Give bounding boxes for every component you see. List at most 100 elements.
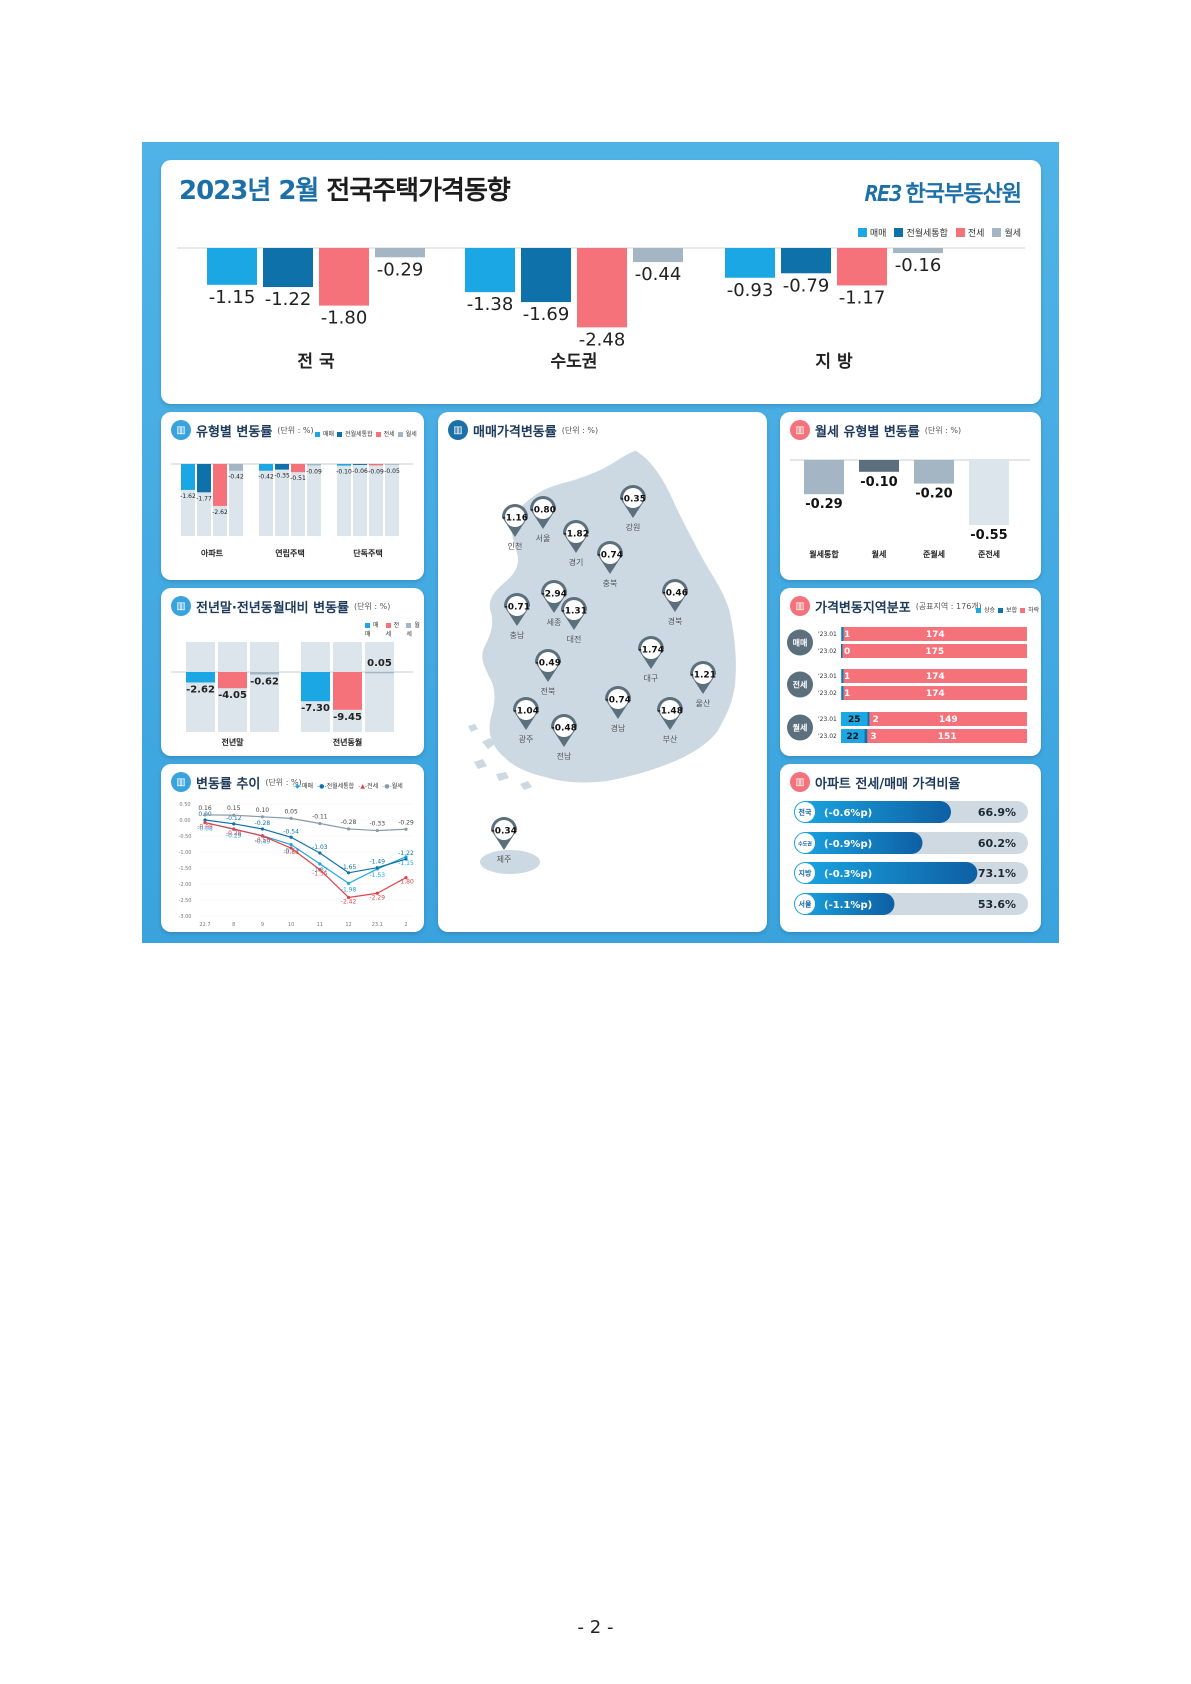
dist-group-label: 월세: [793, 723, 808, 733]
dist-period-label: '23.02: [818, 690, 837, 697]
ratio-change-label: (-0.6%p): [824, 808, 872, 819]
type-bar: [291, 464, 305, 473]
trend-data-label: -0.88: [283, 849, 299, 856]
trend-data-label: -0.08: [197, 826, 213, 833]
yearend-category-label: 전년말: [221, 737, 244, 747]
trend-data-label: -0.08: [197, 824, 213, 831]
ratio-fill-bar: [794, 893, 895, 915]
ratio-region-label: 수도권: [798, 841, 812, 848]
map-pin-face: [608, 689, 628, 709]
yearend-bar-bg: [365, 642, 394, 732]
top-bar: [465, 248, 515, 293]
dist-up-label: 22: [846, 732, 859, 742]
dist-up-bar: [841, 729, 865, 743]
map-region-name: 전남: [557, 751, 572, 761]
dist-down-label: 151: [938, 732, 957, 742]
y-tick-label: 0.50: [179, 802, 190, 808]
map-pin-value: -1.31: [561, 607, 587, 617]
dist-down-bar: [843, 627, 1027, 641]
ratio-fill-bar: [794, 801, 951, 823]
type-bar-bg: [291, 464, 305, 536]
trend-data-label: -1.15: [398, 860, 414, 867]
trend-point: [260, 834, 265, 838]
x-tick-label: 2: [404, 922, 407, 928]
trend-point: [404, 855, 408, 859]
top-bar: [725, 248, 775, 278]
map-region-name: 경북: [668, 616, 683, 626]
map-pin-face: [505, 507, 525, 527]
trend-point: [318, 862, 322, 866]
trend-data-label: -1.98: [341, 886, 357, 893]
type-bar-bg: [275, 464, 289, 536]
section-title: ▥ 월세 유형별 변동률 (단위 : %): [790, 420, 961, 440]
type-bar-bg: [259, 464, 273, 536]
ratio-card: ▥ 아파트 전세/매매 가격비율 전국 (-0.6%p) 66.9% 수도권 (-0.9…: [780, 764, 1041, 932]
y-tick-label: -1.50: [179, 866, 192, 872]
group-label: 수도권: [551, 352, 598, 372]
type-category-label: 아파트: [201, 548, 224, 558]
top-bar-label: -1.38: [467, 294, 514, 315]
type-bar-bg: [369, 464, 383, 536]
dist-down-label: 149: [939, 715, 958, 725]
yearend-category-label: 전년동월: [333, 737, 362, 747]
map-pin-value: -0.46: [662, 589, 688, 599]
map-pin-face: [600, 544, 620, 564]
trend-point: [375, 828, 379, 833]
y-tick-label: -3.00: [179, 914, 192, 920]
dist-up-label: 1: [844, 689, 850, 699]
trend-data-label: -0.33: [370, 821, 386, 828]
dist-down-label: 175: [925, 647, 944, 657]
building-icon: ▥: [790, 596, 810, 616]
type-change-card: ▥ 유형별 변동률 (단위 : %) 매매 전월세통합 전세 월세 -1.62 -1…: [161, 412, 424, 580]
type-bar-label: -1.77: [196, 495, 212, 502]
map-pin-face: [623, 488, 643, 508]
yearend-bar-label: -2.62: [186, 684, 215, 695]
map-pin-face: [538, 652, 558, 672]
trend-point: [289, 843, 293, 847]
summary-card: 2023년 2월 전국주택가격동향 RE3 한국부동산원 매매 전월세통합 전세 …: [161, 160, 1041, 404]
building-icon: ▥: [790, 772, 810, 792]
map-pin-value: -0.34: [491, 827, 517, 837]
ratio-chart: 전국 (-0.6%p) 66.9% 수도권 (-0.9%p) 60.2% 지방 (-0.3%p…: [794, 801, 1028, 915]
map-pin-value: -0.48: [551, 724, 577, 734]
dist-group-badge: [787, 629, 813, 656]
type-bar: [275, 464, 289, 470]
ratio-value-label: 53.6%: [978, 898, 1016, 911]
yearend-bar: [218, 672, 247, 689]
building-icon: ▥: [171, 596, 191, 616]
top-bar-label: -2.48: [579, 329, 626, 350]
type-bar-label: -0.10: [336, 469, 352, 476]
korea-map: -1.16 인천 -0.80 서울 -1.82 경기 -0.35 강원 -0.74 충북 -2.94…: [468, 449, 738, 874]
ratio-change-label: (-0.3%p): [824, 869, 872, 880]
map-pin-value: -1.21: [690, 671, 716, 681]
y-tick-label: 0.00: [179, 818, 190, 824]
trend-series-line: [204, 814, 407, 832]
trend-data-label: -1.53: [370, 872, 386, 879]
ratio-fill-bar: [794, 862, 978, 884]
map-region-name: 대전: [567, 634, 582, 644]
ratio-region-badge: [795, 833, 815, 853]
dist-down-bar: [869, 712, 1027, 726]
type-bar: [369, 464, 383, 466]
map-pin-face: [564, 600, 584, 620]
trend-point: [375, 891, 379, 895]
monthly-category-label: 준전세: [978, 549, 1000, 559]
yearend-bar-bg: [250, 642, 279, 732]
trend-data-label: 0.15: [227, 805, 241, 812]
type-bar: [385, 464, 399, 465]
map-pin-value: -1.82: [563, 530, 589, 540]
trend-point: [203, 818, 207, 822]
top-bar-label: -0.93: [727, 280, 774, 301]
type-legend: 매매 전월세통합 전세 월세: [315, 429, 417, 438]
trend-data-label: -2.29: [370, 894, 386, 901]
dist-up-label: 1: [844, 672, 850, 682]
y-tick-label: -2.50: [179, 898, 192, 904]
dist-down-bar: [867, 729, 1027, 743]
type-bar: [337, 464, 351, 466]
dist-down-label: 174: [926, 689, 945, 699]
type-bar: [197, 464, 211, 493]
type-bar-label: -0.51: [290, 475, 306, 482]
dist-period-label: '23.02: [818, 648, 837, 655]
trend-legend: -◆-매매 -●-전월세통합 -▲-전세 -●-월세: [293, 783, 403, 790]
dist-group-label: 매매: [793, 638, 808, 648]
